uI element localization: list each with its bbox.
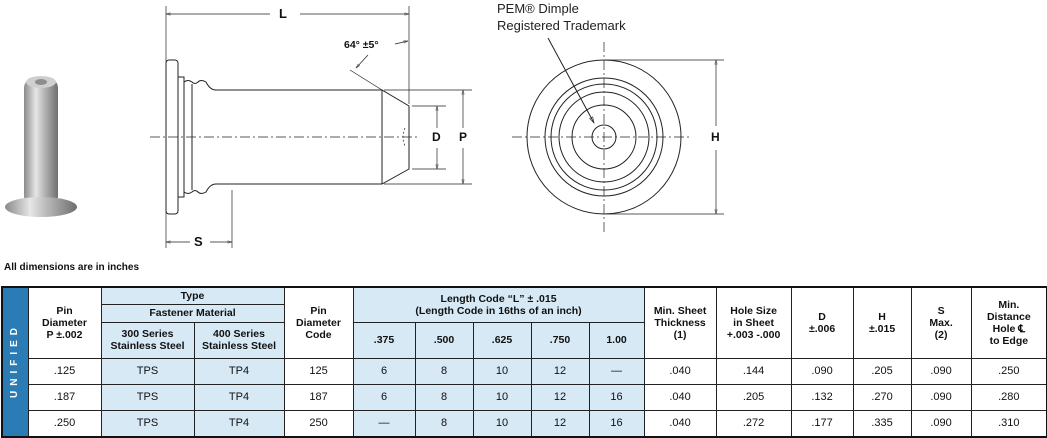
cell: .205 xyxy=(715,383,792,411)
cell: 187 xyxy=(283,383,354,411)
cell: 12 xyxy=(530,357,590,385)
hdr-min-distance: Min. Distance Hole ℄ to Edge xyxy=(970,286,1047,359)
cell: .125 xyxy=(27,357,102,385)
cell: .310 xyxy=(970,409,1047,437)
hdr-min-sheet: Min. Sheet Thickness (1) xyxy=(643,286,717,359)
cell: .205 xyxy=(852,357,912,385)
cell: 16 xyxy=(588,383,645,411)
hdr-h: H ±.015 xyxy=(852,286,912,359)
cell: .144 xyxy=(715,357,792,385)
hdr-length: .500 xyxy=(414,321,474,359)
cell: — xyxy=(352,409,416,437)
cell: 8 xyxy=(414,357,474,385)
unified-band: UNIFIED xyxy=(1,286,29,437)
cell: .090 xyxy=(910,357,972,385)
cell: 8 xyxy=(414,409,474,437)
dimensions-note: All dimensions are in inches xyxy=(4,262,140,273)
cell: .090 xyxy=(790,357,854,385)
cell: 125 xyxy=(283,357,354,385)
cell: .090 xyxy=(910,383,972,411)
cell: .132 xyxy=(790,383,854,411)
cell: 8 xyxy=(414,383,474,411)
table-row: .250 TPS TP4 250 — 8 10 12 16 .040 .272 … xyxy=(2,409,1047,437)
chamfer-angle: 64° ±5° xyxy=(344,39,379,51)
cell: .040 xyxy=(643,409,717,437)
cell: 6 xyxy=(352,357,416,385)
hdr-type: Type xyxy=(100,286,285,305)
hdr-fastener-material: Fastener Material xyxy=(100,303,285,323)
cell: 250 xyxy=(283,409,354,437)
cell: .280 xyxy=(970,383,1047,411)
hdr-length: .375 xyxy=(352,321,416,359)
pin-photo xyxy=(5,76,77,217)
cell: .272 xyxy=(715,409,792,437)
cell: .177 xyxy=(790,409,854,437)
dim-P: P xyxy=(459,130,468,144)
dim-L: L xyxy=(279,6,287,21)
table-row: .187 TPS TP4 187 6 8 10 12 16 .040 .205 … xyxy=(2,383,1047,411)
cell: 10 xyxy=(472,383,532,411)
hdr-s: S Max. (2) xyxy=(910,286,972,359)
dim-S: S xyxy=(194,234,203,249)
cell: .040 xyxy=(643,357,717,385)
hdr-length: .625 xyxy=(472,321,532,359)
cell: TP4 xyxy=(193,357,285,385)
cell: 10 xyxy=(472,409,532,437)
cell: 6 xyxy=(352,383,416,411)
hdr-pin-diameter-code: Pin Diameter Code xyxy=(283,286,354,359)
cell: .335 xyxy=(852,409,912,437)
hdr-d: D ±.006 xyxy=(790,286,854,359)
dimple-callout-line1: PEM® Dimple xyxy=(497,1,579,16)
cell: .090 xyxy=(910,409,972,437)
hdr-length-code: Length Code “L” ± .015 (Length Code in 16… xyxy=(352,286,645,323)
cell: .187 xyxy=(27,383,102,411)
cell: TPS xyxy=(100,409,195,437)
hdr-300-series: 300 Series Stainless Steel xyxy=(100,321,195,359)
cell: 12 xyxy=(530,409,590,437)
cell: TPS xyxy=(100,357,195,385)
dim-H: H xyxy=(711,130,720,144)
dimple-callout-line2: Registered Trademark xyxy=(497,18,626,33)
table-row: .125 TPS TP4 125 6 8 10 12 — .040 .144 .… xyxy=(2,357,1047,385)
cell: 12 xyxy=(530,383,590,411)
cell: TP4 xyxy=(193,409,285,437)
cell: TP4 xyxy=(193,383,285,411)
hdr-pin-diameter: Pin Diameter P ±.002 xyxy=(27,286,102,359)
side-view xyxy=(150,6,472,248)
hdr-length: .750 xyxy=(530,321,590,359)
cell: .270 xyxy=(852,383,912,411)
end-view xyxy=(512,37,724,232)
spec-table: UNIFIED Pin Diameter P ±.002 Type Pin Diame… xyxy=(1,286,1047,438)
cell: 10 xyxy=(472,357,532,385)
dim-D: D xyxy=(432,130,441,144)
hdr-400-series: 400 Series Stainless Steel xyxy=(193,321,285,359)
cell: 16 xyxy=(588,409,645,437)
technical-drawing xyxy=(5,6,724,248)
hdr-length: 1.00 xyxy=(588,321,645,359)
cell: .040 xyxy=(643,383,717,411)
cell: .250 xyxy=(970,357,1047,385)
cell: .250 xyxy=(27,409,102,437)
hdr-hole-size: Hole Size in Sheet +.003 -.000 xyxy=(715,286,792,359)
cell: — xyxy=(588,357,645,385)
cell: TPS xyxy=(100,383,195,411)
